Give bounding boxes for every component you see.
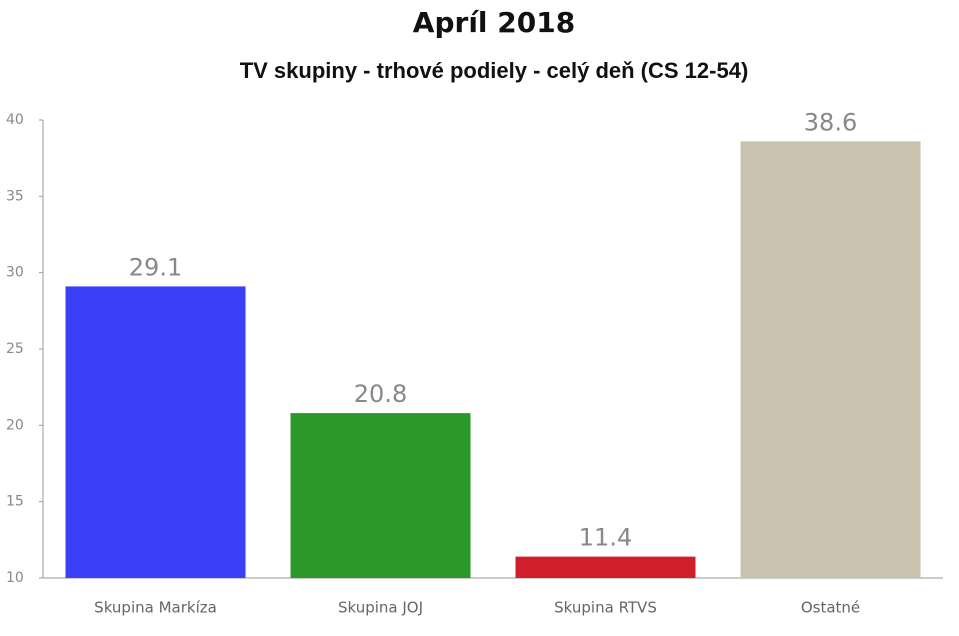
y-tick-label: 25 — [6, 341, 24, 357]
y-tick-label: 30 — [6, 265, 24, 281]
y-tick-label: 20 — [6, 417, 24, 433]
y-tick-label: 10 — [6, 570, 24, 586]
chart-title: Apríl 2018 — [413, 6, 575, 39]
x-tick-label: Skupina RTVS — [554, 599, 657, 617]
x-tick-label: Skupina JOJ — [338, 599, 423, 617]
bar — [740, 141, 921, 578]
chart-subtitle: TV skupiny - trhové podiely - celý deň (… — [240, 58, 749, 83]
x-tick-label: Ostatné — [801, 599, 860, 617]
x-tick-label: Skupina Markíza — [94, 599, 217, 617]
value-label: 20.8 — [354, 380, 407, 408]
bar — [290, 413, 471, 578]
y-tick-label: 35 — [6, 188, 24, 204]
bar — [65, 286, 246, 578]
value-label: 11.4 — [579, 524, 632, 552]
bar — [515, 556, 696, 578]
value-label: 38.6 — [804, 108, 857, 136]
value-label: 29.1 — [129, 253, 182, 281]
y-tick-label: 15 — [6, 494, 24, 510]
y-tick-label: 40 — [6, 112, 24, 128]
